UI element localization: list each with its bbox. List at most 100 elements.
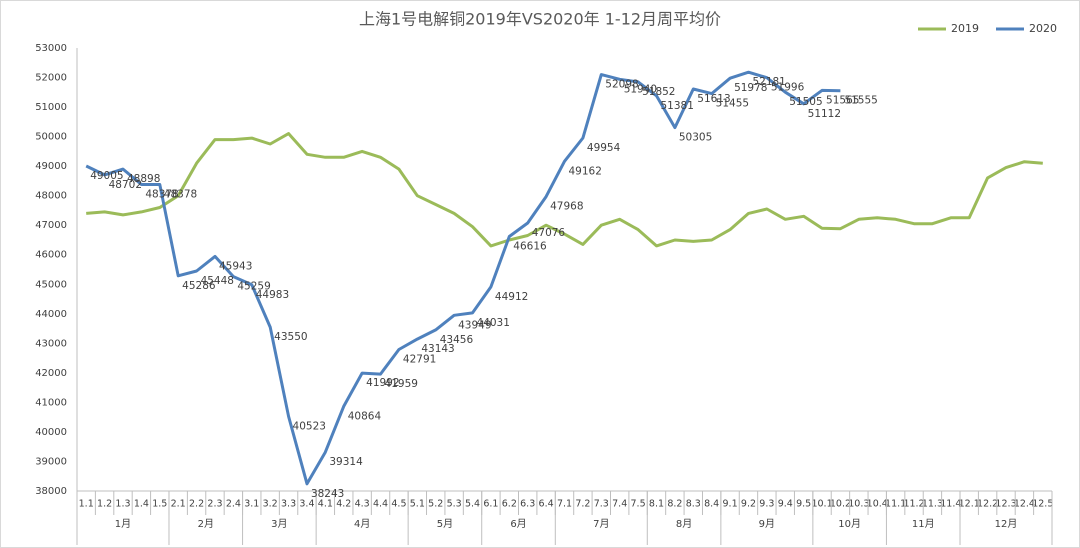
data-label: 39314 [329, 456, 363, 468]
x-tick-label: 4.3 [355, 499, 370, 510]
x-tick-label: 11.2 [903, 499, 924, 510]
x-tick-label: 9.5 [796, 499, 811, 510]
x-tick-label: 6.2 [502, 499, 517, 510]
data-label: 51555 [844, 95, 877, 107]
data-label: 48702 [109, 179, 142, 191]
legend-label: 2019 [951, 22, 979, 35]
x-group-label: 10月 [838, 518, 861, 530]
x-group-label: 5月 [437, 518, 453, 530]
x-tick-label: 10.3 [848, 499, 869, 510]
data-label: 46616 [513, 241, 547, 253]
x-tick-label: 3.2 [263, 499, 278, 510]
data-label: 49162 [569, 165, 602, 177]
x-tick-label: 8.2 [667, 499, 682, 510]
x-tick-label: 8.3 [686, 499, 701, 510]
data-label: 51381 [660, 100, 693, 112]
x-tick-label: 8.1 [649, 499, 664, 510]
x-tick-label: 12.1 [959, 499, 980, 510]
x-tick-label: 4.4 [373, 499, 388, 510]
data-label: 43456 [440, 334, 474, 346]
data-label: 41959 [385, 378, 418, 390]
x-tick-label: 1.5 [152, 499, 167, 510]
x-tick-label: 2.1 [171, 499, 186, 510]
x-tick-label: 6.4 [539, 499, 554, 510]
y-tick-label: 50000 [35, 132, 67, 143]
x-tick-label: 5.4 [465, 499, 480, 510]
x-tick-label: 3.3 [281, 499, 296, 510]
x-tick-label: 2.4 [226, 499, 241, 510]
data-label: 43550 [274, 331, 307, 343]
x-tick-label: 5.1 [410, 499, 425, 510]
data-label: 41992 [366, 377, 399, 389]
y-tick-label: 45000 [35, 279, 67, 290]
chart-title: 上海1号电解铜2019年VS2020年 1-12月周平均价 [359, 10, 721, 29]
data-label: 52098 [605, 79, 638, 91]
y-tick-label: 51000 [35, 102, 67, 113]
data-label: 47968 [550, 201, 583, 213]
x-tick-label: 7.4 [612, 499, 627, 510]
y-tick-label: 42000 [35, 368, 67, 379]
data-label: 48378 [164, 189, 197, 201]
y-tick-label: 38000 [35, 486, 67, 497]
data-label: 43143 [421, 343, 454, 355]
x-tick-label: 9.3 [759, 499, 774, 510]
x-group-label: 6月 [510, 518, 526, 530]
data-label: 48378 [145, 189, 178, 201]
x-tick-label: 6.3 [520, 499, 535, 510]
x-tick-label: 1.3 [115, 499, 130, 510]
x-group-label: 1月 [115, 518, 131, 530]
x-tick-label: 12.2 [977, 499, 998, 510]
data-label: 51613 [697, 93, 730, 105]
x-tick-label: 10.1 [811, 499, 832, 510]
x-tick-label: 1.2 [97, 499, 112, 510]
x-tick-label: 1.1 [79, 499, 94, 510]
x-group-label: 9月 [759, 518, 775, 530]
data-label: 40523 [293, 420, 326, 432]
y-tick-label: 49000 [35, 161, 67, 172]
x-tick-label: 4.1 [318, 499, 333, 510]
data-label: 44031 [477, 317, 510, 329]
y-tick-label: 52000 [35, 73, 67, 84]
data-label: 45943 [219, 260, 252, 272]
data-label: 48898 [127, 173, 160, 185]
data-label: 43949 [458, 319, 491, 331]
y-tick-label: 48000 [35, 191, 67, 202]
y-tick-label: 44000 [35, 309, 67, 320]
data-label: 49954 [587, 142, 621, 154]
x-tick-label: 9.1 [723, 499, 738, 510]
data-label: 47076 [532, 227, 566, 239]
x-group-label: 8月 [676, 518, 692, 530]
x-tick-label: 6.1 [483, 499, 498, 510]
data-label: 52181 [752, 76, 785, 88]
x-tick-label: 1.4 [134, 499, 149, 510]
data-label: 45259 [237, 281, 270, 293]
x-tick-label: 5.3 [447, 499, 462, 510]
x-tick-label: 8.4 [704, 499, 719, 510]
x-tick-label: 11.4 [940, 499, 961, 510]
x-tick-label: 11.3 [922, 499, 943, 510]
data-label: 45286 [182, 280, 216, 292]
x-tick-label: 11.1 [885, 499, 906, 510]
data-label: 51940 [624, 83, 657, 95]
x-tick-label: 5.2 [428, 499, 443, 510]
x-tick-label: 9.2 [741, 499, 756, 510]
x-tick-label: 10.4 [867, 499, 888, 510]
x-tick-label: 10.2 [830, 499, 851, 510]
data-label: 51505 [789, 96, 822, 108]
x-tick-label: 4.5 [391, 499, 406, 510]
data-label: 40864 [348, 410, 382, 422]
x-tick-label: 7.3 [594, 499, 609, 510]
x-tick-label: 2.3 [207, 499, 222, 510]
x-tick-label: 3.4 [299, 499, 314, 510]
x-group-label: 2月 [198, 518, 214, 530]
x-tick-label: 7.2 [575, 499, 590, 510]
y-tick-label: 53000 [35, 43, 67, 54]
x-tick-label: 12.4 [1014, 499, 1035, 510]
data-label: 51852 [642, 86, 675, 98]
data-label: 44912 [495, 291, 528, 303]
data-label: 50305 [679, 132, 712, 144]
y-tick-label: 39000 [35, 456, 67, 467]
data-label: 38243 [311, 488, 344, 500]
